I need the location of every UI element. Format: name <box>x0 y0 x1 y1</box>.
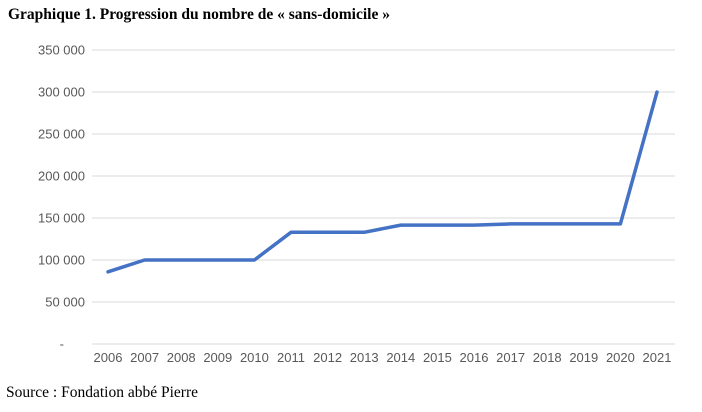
y-tick-label: 250 000 <box>38 127 85 142</box>
x-tick-label: 2011 <box>277 350 305 365</box>
x-tick-label: 2021 <box>643 350 672 365</box>
y-tick-label: 100 000 <box>38 253 85 268</box>
chart-title: Graphique 1. Progression du nombre de « … <box>8 6 390 23</box>
x-tick-label: 2008 <box>167 350 196 365</box>
x-tick-label: 2019 <box>569 350 598 365</box>
x-tick-label: 2006 <box>94 350 123 365</box>
x-tick-label: 2015 <box>423 350 452 365</box>
x-tick-label: 2009 <box>203 350 232 365</box>
y-tick-label: 200 000 <box>38 169 85 184</box>
x-tick-label: 2013 <box>350 350 379 365</box>
x-tick-label: 2012 <box>313 350 342 365</box>
y-tick-label: 150 000 <box>38 211 85 226</box>
x-tick-label: 2018 <box>533 350 562 365</box>
data-series-line <box>106 90 659 274</box>
source-caption: Source : Fondation abbé Pierre <box>6 384 198 401</box>
x-tick-label: 2020 <box>606 350 635 365</box>
y-tick-label: - <box>60 337 64 352</box>
x-tick-label: 2010 <box>240 350 269 365</box>
x-tick-label: 2014 <box>386 350 415 365</box>
x-tick-label: 2007 <box>130 350 159 365</box>
x-tick-label: 2016 <box>460 350 489 365</box>
x-tick-label: 2017 <box>496 350 525 365</box>
y-tick-label: 50 000 <box>45 295 85 310</box>
y-tick-label: 350 000 <box>38 43 85 58</box>
y-tick-label: 300 000 <box>38 85 85 100</box>
